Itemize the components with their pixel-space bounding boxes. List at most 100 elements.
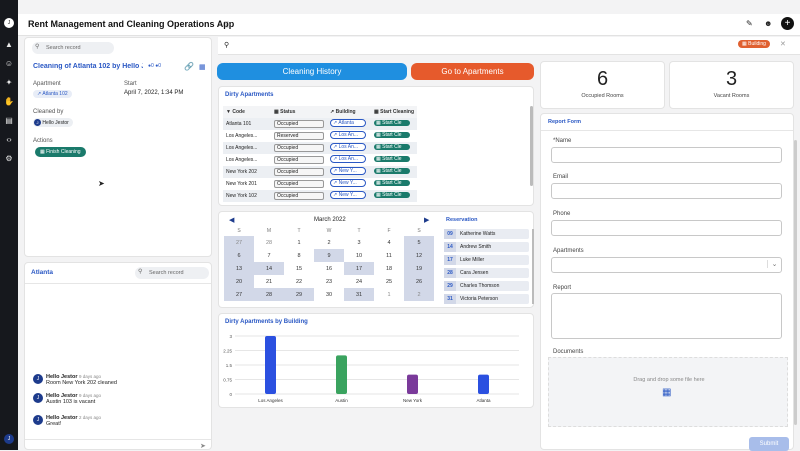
- calendar-day[interactable]: 10: [355, 252, 363, 259]
- code-icon[interactable]: ‹›: [6, 135, 12, 144]
- calendar-day[interactable]: 19: [404, 262, 434, 275]
- calendar-day[interactable]: 27: [224, 236, 254, 249]
- reservation-scrollbar[interactable]: [532, 229, 534, 304]
- calendar-day[interactable]: 28: [254, 288, 284, 301]
- calendar-day[interactable]: 14: [254, 262, 284, 275]
- calendar-day[interactable]: 17: [344, 262, 374, 275]
- start-cleaning-button[interactable]: ▦ Start Cle: [374, 120, 410, 126]
- flame-icon[interactable]: ▲: [5, 40, 13, 49]
- table-row[interactable]: Atlanta 101 Occupied ↗ Atlanta ▦ Start C…: [223, 118, 418, 130]
- table-scrollbar[interactable]: [530, 106, 533, 186]
- chat-search-input[interactable]: Search record: [135, 267, 209, 279]
- link-icon[interactable]: 🔗: [184, 62, 194, 71]
- building-link[interactable]: ↗ Los An...: [330, 131, 366, 139]
- apartment-chip[interactable]: ↗ Atlanta 102: [33, 90, 72, 98]
- building-link[interactable]: ↗ Los An...: [330, 143, 366, 151]
- calendar-day[interactable]: 1: [297, 239, 301, 246]
- calendar-day[interactable]: 11: [386, 252, 392, 259]
- phone-input[interactable]: [551, 220, 782, 236]
- calendar-day[interactable]: 25: [385, 278, 393, 285]
- bar-austin[interactable]: [336, 355, 347, 394]
- go-to-apartments-button[interactable]: Go to Apartments: [411, 63, 534, 80]
- start-cleaning-button[interactable]: ▦ Start Cle: [374, 180, 410, 186]
- hand-icon[interactable]: ✋: [4, 97, 14, 106]
- reservation-item[interactable]: 17 Luke Miller: [444, 255, 529, 265]
- table-row[interactable]: New York 201 Occupied ↗ New Y... ▦ Start…: [223, 178, 417, 190]
- status-badge[interactable]: Reserved: [274, 132, 324, 140]
- calendar-day[interactable]: 21: [265, 278, 273, 285]
- record-search-input[interactable]: Search record: [32, 42, 114, 54]
- building-link[interactable]: ↗ New Y...: [330, 167, 366, 175]
- form-scrollbar[interactable]: [794, 140, 797, 425]
- start-cleaning-button[interactable]: ▦ Start Cle: [374, 144, 410, 150]
- calendar-day[interactable]: 30: [325, 291, 333, 298]
- tree-icon[interactable]: ✦: [5, 78, 13, 87]
- next-month-icon[interactable]: ▶: [424, 217, 430, 224]
- submit-button[interactable]: Submit: [749, 437, 789, 451]
- table-row[interactable]: New York 202 Occupied ↗ New Y... ▦ Start…: [223, 166, 418, 178]
- table-row[interactable]: Los Angeles... Occupied ↗ Los An... ▦ St…: [223, 142, 418, 154]
- calendar-day[interactable]: 4: [387, 239, 391, 246]
- building-link[interactable]: ↗ Atlanta: [330, 119, 366, 127]
- user-icon[interactable]: ☺: [4, 59, 14, 68]
- add-icon[interactable]: +: [781, 17, 794, 30]
- calendar-day[interactable]: 8: [297, 252, 301, 259]
- workspace-avatar[interactable]: J: [4, 18, 14, 28]
- start-cleaning-button[interactable]: ▦ Start Cle: [374, 192, 410, 198]
- reservation-item[interactable]: 31 Victoria Peterson: [444, 294, 529, 304]
- reservation-item[interactable]: 29 Charles Thomson: [444, 281, 529, 291]
- building-link[interactable]: ↗ New Y...: [330, 191, 366, 199]
- calendar-day[interactable]: 26: [404, 275, 434, 288]
- calendar-day[interactable]: 13: [224, 262, 254, 275]
- calendar-day[interactable]: 7: [267, 252, 271, 259]
- table-row[interactable]: New York 102 Occupied ↗ New Y... ▦ Start…: [223, 190, 418, 202]
- gear-icon[interactable]: ⚙: [5, 154, 13, 163]
- cleaned-by-chip[interactable]: J Hello Jestor: [33, 118, 73, 127]
- building-link[interactable]: ↗ Los An...: [330, 155, 366, 163]
- start-cleaning-button[interactable]: ▦ Start Cle: [374, 168, 410, 174]
- calendar-day[interactable]: 28: [265, 239, 273, 246]
- email-input[interactable]: [551, 183, 782, 199]
- database-icon[interactable]: ▤: [5, 116, 13, 125]
- table-row[interactable]: Los Angeles... Occupied ↗ Los An... ▦ St…: [223, 154, 417, 166]
- reservation-item[interactable]: 28 Cara Jensen: [444, 268, 529, 278]
- name-input[interactable]: [551, 147, 782, 163]
- col-start-cleaning[interactable]: ▦ Start Cleaning: [371, 106, 418, 118]
- team-icon[interactable]: ☻: [764, 19, 773, 28]
- status-badge[interactable]: Occupied: [274, 156, 324, 164]
- calendar-day[interactable]: 22: [295, 278, 303, 285]
- calendar-day[interactable]: 5: [404, 236, 434, 249]
- calendar-day[interactable]: 27: [224, 288, 254, 301]
- chevron-down-icon[interactable]: ⌄: [767, 260, 781, 268]
- finish-cleaning-button[interactable]: ▦ Finish Cleaning: [35, 147, 86, 157]
- calendar-day[interactable]: 29: [284, 288, 314, 301]
- calendar-day[interactable]: 12: [404, 249, 434, 262]
- calendar-day[interactable]: 15: [295, 265, 303, 272]
- send-icon[interactable]: ➤: [200, 443, 206, 450]
- status-badge[interactable]: Occupied: [274, 180, 324, 188]
- start-cleaning-button[interactable]: ▦ Start Cle: [374, 156, 410, 162]
- calendar-day[interactable]: 18: [385, 265, 393, 272]
- chat-input[interactable]: [25, 439, 211, 440]
- bar-new-york[interactable]: [407, 374, 418, 394]
- bar-atlanta[interactable]: [478, 374, 489, 394]
- building-link[interactable]: ↗ New Y...: [330, 179, 366, 187]
- report-textarea[interactable]: [551, 293, 782, 339]
- calendar-day[interactable]: 31: [344, 288, 374, 301]
- reservation-item[interactable]: 14 Andrew Smith: [444, 242, 529, 252]
- bar-los-angeles[interactable]: [265, 336, 276, 394]
- start-cleaning-button[interactable]: ▦ Start Cle: [374, 132, 410, 138]
- comment-count[interactable]: ●0 ●0: [148, 63, 161, 69]
- user-avatar[interactable]: J: [4, 434, 14, 444]
- col-status[interactable]: ▦ Status: [271, 106, 327, 118]
- reservation-item[interactable]: 09 Katherine Watts: [444, 229, 529, 239]
- col-code[interactable]: ▼ Code: [223, 106, 271, 118]
- close-icon[interactable]: ✕: [780, 41, 786, 48]
- building-filter-tag[interactable]: ▦ Building: [738, 40, 770, 48]
- calendar-day[interactable]: 16: [325, 265, 333, 272]
- calendar-icon[interactable]: ▦: [199, 64, 206, 71]
- prev-month-icon[interactable]: ◀: [229, 217, 235, 224]
- status-badge[interactable]: Occupied: [274, 192, 324, 200]
- calendar-day[interactable]: 2: [327, 239, 331, 246]
- cleaning-history-button[interactable]: Cleaning History: [217, 63, 407, 80]
